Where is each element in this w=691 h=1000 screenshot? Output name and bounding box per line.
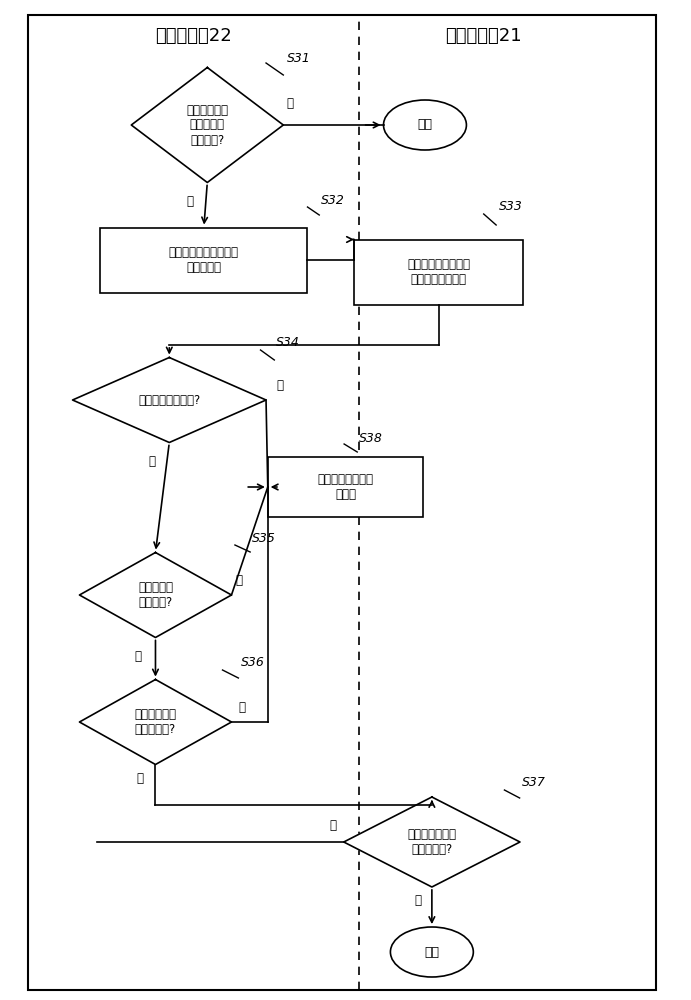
Polygon shape [79,680,231,764]
Polygon shape [343,797,520,887]
Text: S33: S33 [499,200,523,214]
Text: 否: 否 [187,195,193,208]
Text: 通知协议栈配置管
理模块: 通知协议栈配置管 理模块 [317,473,374,501]
Text: S37: S37 [522,776,546,788]
Text: S35: S35 [252,532,276,544]
Text: 结束: 结束 [424,946,439,958]
Text: 是: 是 [135,650,142,663]
Text: S32: S32 [321,194,346,207]
Text: 产生新的响
应数成功?: 产生新的响 应数成功? [138,581,173,609]
Text: 构建确认消息
并发送成功?: 构建确认消息 并发送成功? [135,708,176,736]
FancyBboxPatch shape [28,15,656,990]
FancyBboxPatch shape [354,239,524,304]
Text: 检测身份验证确
认消息成功?: 检测身份验证确 认消息成功? [408,828,456,856]
Polygon shape [79,552,231,638]
FancyBboxPatch shape [267,457,423,517]
Text: 是: 是 [415,894,422,907]
Text: S34: S34 [276,336,301,350]
Ellipse shape [384,100,466,150]
Text: 否: 否 [276,379,283,392]
Text: 结束: 结束 [417,118,433,131]
Text: 是: 是 [149,455,155,468]
Text: S31: S31 [287,51,311,64]
Text: 否: 否 [238,701,245,714]
Text: 是: 是 [287,97,294,110]
Ellipse shape [390,927,473,977]
Text: S38: S38 [359,432,384,444]
Text: 否: 否 [235,574,242,587]
Text: 服务提供者22: 服务提供者22 [155,27,232,45]
Text: S36: S36 [240,656,265,668]
Text: 处理身份验证请求并
回送身份验证响应: 处理身份验证请求并 回送身份验证响应 [407,258,471,286]
FancyBboxPatch shape [100,228,307,292]
Text: 是: 是 [136,772,143,786]
Polygon shape [73,358,266,442]
Text: 向身份验证接口发起身
份验证请求: 向身份验证接口发起身 份验证请求 [169,246,239,274]
Text: 服务使用者21: 服务使用者21 [446,27,522,45]
Text: 上层协议代理
的身份验证
接口为空?: 上层协议代理 的身份验证 接口为空? [187,104,228,146]
Text: 否: 否 [330,819,337,832]
Polygon shape [131,68,283,182]
Text: 验证响应消息成功?: 验证响应消息成功? [138,393,200,406]
